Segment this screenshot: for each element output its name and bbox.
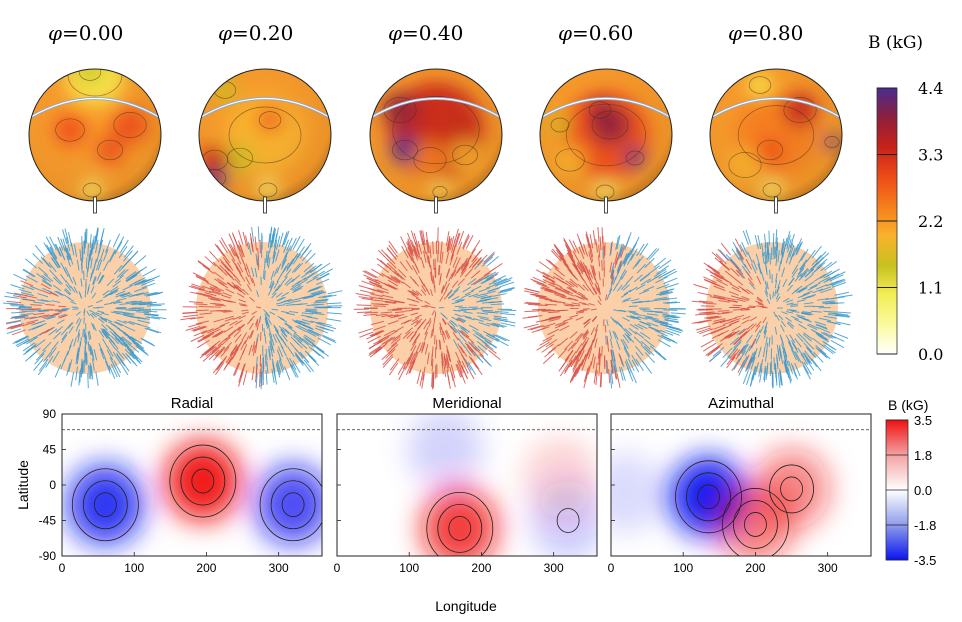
field-vector-spheres: [3, 226, 853, 390]
field-strength-sphere: [198, 68, 332, 214]
field-strength-sphere: [369, 68, 503, 214]
x-tick-label: 100: [673, 561, 693, 575]
phase-label-4: φ=0.80: [728, 21, 803, 45]
x-tick-label: 200: [745, 561, 765, 575]
map-blob: [717, 484, 794, 556]
map-contour: [437, 503, 483, 553]
field-vector-sphere: [3, 227, 167, 389]
map-panel: Radial 0 100 200 300 90 45 0 -45 -90: [39, 395, 323, 575]
y-tick-label: -90: [39, 549, 57, 563]
field-strength-sphere: [709, 68, 843, 214]
top-colorbar: B (kG) 4.4 3.3 2.2 1.1 0.0: [868, 33, 943, 364]
top-colorbar-ticks: 4.4 3.3 2.2 1.1 0.0: [877, 79, 943, 364]
map-blob: [421, 488, 498, 556]
field-strength-sphere: [28, 68, 162, 214]
x-tick-label: 200: [196, 561, 216, 575]
field-strength-spheres: [28, 68, 843, 214]
bottom-colorbar-tick-label: 3.5: [914, 413, 932, 428]
bottom-colorbar-tick-label: 0.0: [914, 483, 932, 498]
map-blob: [164, 441, 241, 522]
x-tick-label: 0: [608, 561, 615, 575]
map-contour: [448, 515, 472, 541]
x-tick-label: 100: [124, 561, 144, 575]
magnetic-maps: Radial 0 100 200 300 90 45 0 -45 -90 Meridional 0 10…: [39, 395, 872, 575]
map-contour: [780, 476, 803, 502]
map-contour: [733, 500, 778, 549]
x-tick-label: 100: [399, 561, 419, 575]
field-vector-sphere: [180, 226, 343, 390]
top-colorbar-tick-label: 2.2: [918, 212, 943, 231]
map-contour: [426, 491, 494, 556]
top-colorbar-tick-label: 0.0: [918, 345, 943, 364]
top-colorbar-tick-label: 1.1: [918, 279, 943, 298]
map-contour: [93, 492, 117, 518]
y-tick-label: 90: [43, 407, 57, 421]
top-colorbar-label: B (kG): [868, 33, 923, 53]
top-colorbar-tick-label: 4.4: [918, 79, 943, 98]
map-blob: [611, 452, 664, 533]
map-contour: [71, 468, 139, 542]
phase-label-3: φ=0.60: [558, 21, 633, 45]
map-contour: [180, 456, 226, 506]
phase-label-1: φ=0.20: [218, 21, 293, 45]
x-tick-label: 0: [334, 561, 341, 575]
map-contour: [697, 484, 720, 510]
map-contour: [675, 460, 742, 534]
field-strength-sphere: [539, 68, 673, 214]
top-colorbar-tick-label: 3.3: [918, 146, 943, 165]
map-contour: [744, 512, 767, 537]
y-axis-label: Latitude: [15, 460, 31, 510]
map-title: Meridional: [432, 395, 501, 412]
map-panel: Meridional 0 100 200 300: [334, 395, 598, 575]
bottom-colorbar-ticks: 3.5 1.8 0.0 -1.8 -3.5: [886, 413, 936, 568]
bottom-colorbar-tick-label: -3.5: [914, 553, 936, 568]
bottom-colorbar-tick-label: 1.8: [914, 448, 932, 463]
x-tick-label: 300: [269, 561, 289, 575]
phase-label-0: φ=0.00: [48, 21, 123, 45]
x-axis-label: Longitude: [435, 598, 497, 614]
map-contour: [686, 472, 731, 522]
y-tick-label: 0: [49, 478, 56, 492]
field-vector-sphere: [522, 227, 686, 389]
map-contour: [722, 488, 789, 556]
y-tick-label: -45: [39, 514, 57, 528]
map-contour: [270, 480, 316, 530]
map-blob: [522, 437, 597, 518]
field-vector-sphere: [691, 229, 853, 389]
map-contour: [259, 468, 322, 542]
map-title: Azimuthal: [708, 395, 774, 412]
map-contour: [191, 468, 215, 494]
x-tick-label: 0: [59, 561, 66, 575]
field-vector-sphere: [353, 227, 517, 390]
map-contour: [169, 444, 237, 518]
bottom-colorbar-tick-label: -1.8: [914, 518, 936, 533]
phase-labels: φ=0.00 φ=0.20 φ=0.40 φ=0.60 φ=0.80: [48, 21, 803, 45]
map-contour: [281, 492, 305, 518]
x-tick-label: 300: [818, 561, 838, 575]
map-blob: [67, 464, 144, 545]
phase-label-2: φ=0.40: [388, 21, 463, 45]
bottom-colorbar: B (kG) 3.5 1.8 0.0 -1.8 -3.5: [885, 397, 936, 568]
map-title: Radial: [171, 395, 214, 412]
map-contour: [769, 464, 814, 514]
map-blob: [255, 464, 322, 545]
y-tick-label: 45: [43, 443, 57, 457]
map-panel: Azimuthal 0 100 200 300: [608, 395, 872, 575]
map-contour: [82, 480, 128, 530]
x-tick-label: 200: [471, 561, 491, 575]
bottom-colorbar-label: B (kG): [888, 397, 928, 413]
map-blob: [407, 414, 484, 490]
map-contour: [556, 508, 580, 533]
x-tick-label: 300: [544, 561, 564, 575]
